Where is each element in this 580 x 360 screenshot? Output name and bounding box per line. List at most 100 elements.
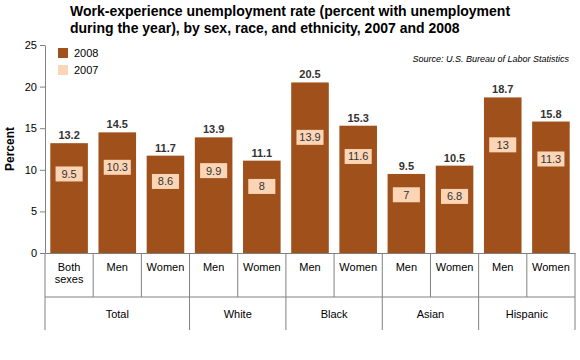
tick-mark bbox=[40, 45, 45, 46]
marker bbox=[441, 189, 468, 204]
group-line bbox=[45, 297, 575, 298]
separator bbox=[334, 253, 335, 297]
group-label: White bbox=[224, 308, 252, 320]
tick: Women bbox=[339, 261, 377, 273]
data-label: 11.3 bbox=[541, 153, 562, 165]
tick: Men bbox=[396, 261, 417, 273]
data-label: 18.7 bbox=[492, 83, 513, 95]
data-label: 9.9 bbox=[206, 165, 221, 177]
legend: 2008 2007 bbox=[58, 47, 98, 76]
data-label: 13 bbox=[497, 139, 509, 151]
separator bbox=[430, 253, 431, 297]
marker bbox=[200, 163, 227, 178]
annotation: Source: U.S. Bureau of Labor Statistics bbox=[412, 54, 569, 64]
tick-label: 10 bbox=[25, 164, 37, 176]
tick-label: Women bbox=[436, 261, 474, 273]
separator bbox=[45, 253, 46, 330]
bar bbox=[291, 82, 329, 253]
data-label: 15.3 bbox=[347, 112, 368, 124]
marker bbox=[393, 187, 420, 202]
tick: Women bbox=[436, 261, 474, 273]
tick-label: Women bbox=[532, 261, 570, 273]
data-label: 11.1 bbox=[251, 147, 272, 159]
title: Work-experience unemployment rate (perce… bbox=[70, 3, 510, 36]
data-label: 13.9 bbox=[203, 123, 224, 135]
tick-label: Women bbox=[339, 261, 377, 273]
tick: Men bbox=[492, 261, 513, 273]
y-axis: 0510152025 bbox=[25, 39, 46, 259]
tick: Men bbox=[299, 261, 320, 273]
tick: 15 bbox=[25, 122, 45, 134]
bar bbox=[243, 161, 281, 253]
tick-label: Men bbox=[107, 261, 128, 273]
separator bbox=[285, 253, 286, 330]
bar bbox=[98, 132, 136, 253]
separator bbox=[237, 253, 238, 297]
data-label: 6.8 bbox=[447, 190, 462, 202]
data-labels: 13.214.511.713.911.120.515.39.510.518.71… bbox=[58, 68, 561, 202]
data-label: 10.3 bbox=[107, 161, 128, 173]
data-label: 8 bbox=[259, 180, 265, 192]
data-label: 15.8 bbox=[540, 108, 561, 120]
marker bbox=[345, 149, 372, 164]
axis-line bbox=[45, 46, 46, 254]
bar bbox=[147, 156, 185, 253]
tick: Men bbox=[203, 261, 224, 273]
data-label: 9.5 bbox=[399, 160, 414, 172]
tick-label: 0 bbox=[31, 247, 37, 259]
tick: Women bbox=[532, 261, 570, 273]
separator bbox=[382, 253, 383, 330]
separator bbox=[141, 253, 142, 297]
tick: Men bbox=[107, 261, 128, 273]
separator bbox=[478, 253, 479, 330]
data-label: 11.6 bbox=[348, 150, 369, 162]
marker bbox=[56, 166, 83, 181]
marker bbox=[104, 160, 131, 175]
separator bbox=[93, 253, 94, 297]
group-label: Black bbox=[321, 308, 348, 320]
legend-swatch bbox=[58, 48, 68, 58]
tick-label: 5 bbox=[31, 205, 37, 217]
tick: 5 bbox=[31, 205, 45, 217]
data-label: 20.5 bbox=[299, 68, 320, 80]
legend-label: 2007 bbox=[74, 64, 98, 76]
tick: 10 bbox=[25, 164, 45, 176]
data-label: 7 bbox=[403, 189, 409, 201]
separator bbox=[526, 253, 527, 297]
bar bbox=[388, 174, 426, 253]
tick-mark bbox=[40, 170, 45, 171]
tick-label: Men bbox=[396, 261, 417, 273]
chart: Work-experience unemployment rate (perce… bbox=[0, 0, 580, 360]
separator bbox=[189, 253, 190, 330]
data-label: 14.5 bbox=[107, 118, 128, 130]
tick: Women bbox=[243, 261, 281, 273]
tick: Bothsexes bbox=[55, 261, 84, 286]
marker bbox=[296, 130, 323, 145]
tick-label: Women bbox=[243, 261, 281, 273]
x-axis: Bothsexes Men Women Men Women Men Women Men Wome… bbox=[46, 254, 576, 286]
data-label: 13.2 bbox=[58, 129, 79, 141]
tick-mark bbox=[40, 211, 45, 212]
marker bbox=[248, 179, 275, 194]
group-label: Asian bbox=[417, 308, 445, 320]
bar bbox=[50, 143, 88, 253]
category-separators bbox=[45, 253, 575, 330]
bar bbox=[195, 137, 233, 253]
tick-label: Men bbox=[492, 261, 513, 273]
bar bbox=[484, 97, 522, 253]
marker bbox=[537, 151, 564, 166]
data-label: 10.5 bbox=[444, 152, 465, 164]
tick-label: Men bbox=[203, 261, 224, 273]
group-label: Total bbox=[106, 308, 129, 320]
axis-line bbox=[46, 253, 576, 254]
tick-label: Women bbox=[147, 261, 185, 273]
legend-label: 2008 bbox=[74, 47, 98, 59]
tick: Women bbox=[147, 261, 185, 273]
tick-label: Men bbox=[299, 261, 320, 273]
separator bbox=[575, 253, 576, 330]
legend-swatch bbox=[58, 65, 68, 75]
marker bbox=[489, 137, 516, 152]
plot-marks bbox=[50, 82, 569, 253]
tick-label: 15 bbox=[25, 122, 37, 134]
tick-mark bbox=[40, 87, 45, 88]
